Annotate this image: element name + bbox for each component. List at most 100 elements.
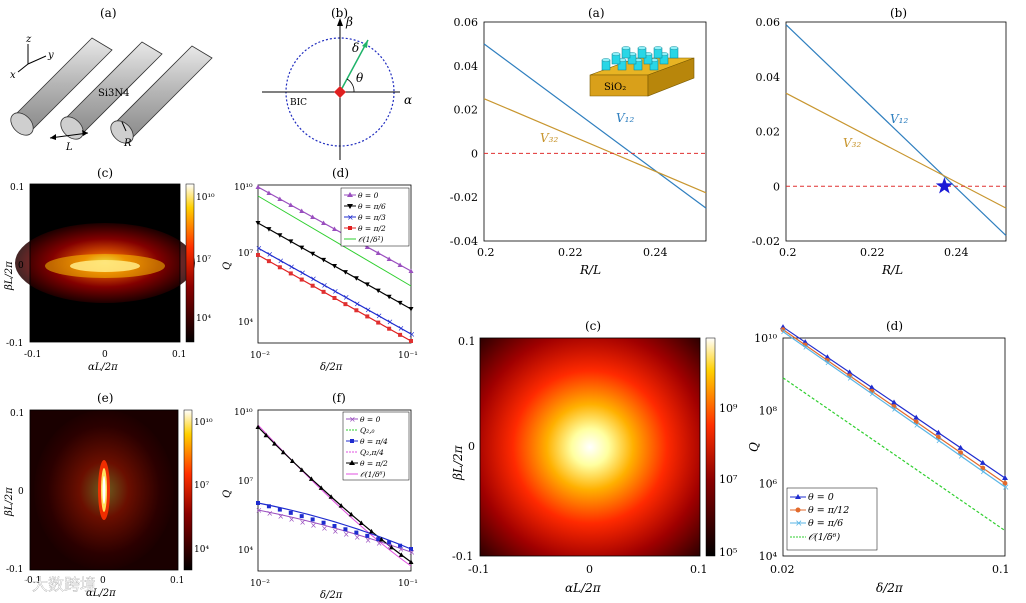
series-v32 <box>785 92 1007 209</box>
y-tick: 0.02 <box>756 126 781 139</box>
data-point <box>913 414 920 420</box>
data-point <box>255 424 261 429</box>
data-point <box>272 441 278 446</box>
data-point <box>280 449 286 455</box>
data-point <box>277 507 282 512</box>
y-tick: -0.1 <box>6 339 23 349</box>
data-point <box>364 282 370 287</box>
y-tick: 10¹⁰ <box>234 408 253 418</box>
panel-label: (b) <box>890 6 907 20</box>
data-point <box>387 540 392 545</box>
data-point <box>375 250 381 255</box>
v32-label: V₃₂ <box>843 136 861 150</box>
y-tick: 0.04 <box>454 60 479 73</box>
data-point <box>398 543 403 548</box>
data-point <box>375 288 381 294</box>
right-panel-c: (c) 10⁹ 10⁷ 10⁵ 0.1 0 -0.1 -0.1 0 0.1 αL… <box>451 319 738 595</box>
data-point <box>376 320 381 325</box>
data-point <box>935 429 942 435</box>
data-point <box>332 264 337 269</box>
data-point <box>368 528 374 534</box>
left-panel-b: (b) β α δ θ BIC <box>262 6 412 160</box>
x-tick: 10⁻¹ <box>398 579 418 589</box>
cbar-tick: 10⁴ <box>194 545 209 555</box>
right-panel-d: (d) 10¹⁰ 10⁸ 10⁶ 10⁴ 0.02 0.1 δ/2π Q × × × × × ×… <box>747 319 1010 595</box>
data-point <box>353 276 359 281</box>
x-axis-label: δ/2π <box>320 362 343 373</box>
data-point <box>868 384 875 390</box>
x-axis-label: δ/2π <box>320 590 343 601</box>
y-tick: 0.02 <box>454 104 479 117</box>
data-point <box>936 434 941 440</box>
data-point <box>408 268 414 273</box>
panel-label: (f) <box>332 391 346 405</box>
beta-axis-label: β <box>345 15 353 29</box>
pillar-top <box>611 52 621 56</box>
data-point <box>308 476 314 481</box>
data-point: × <box>802 343 810 353</box>
data-point: × <box>891 405 899 415</box>
legend-entry: θ = π/6 <box>808 518 843 529</box>
data-point: × <box>256 506 263 515</box>
data-point <box>957 444 964 450</box>
left-panel-c: (c) 10¹⁰ 10⁷ 10⁴ 0.1 0 -0.1 -0.1 0 0.1 α… <box>4 166 215 373</box>
data-point: × <box>913 421 921 431</box>
x-tick: 0.1 <box>690 563 708 576</box>
data-point <box>891 399 897 405</box>
cbar-tick: 10⁵ <box>719 546 737 559</box>
x-tick: 0.1 <box>172 350 186 360</box>
legend-entry: θ = π/4 <box>360 437 388 446</box>
y-tick: 0 <box>18 487 24 497</box>
y-tick: 0.1 <box>10 183 24 193</box>
series-theta-0 <box>257 509 412 553</box>
data-point <box>364 244 370 249</box>
data-point <box>263 432 269 438</box>
data-point: × <box>780 328 788 338</box>
panel-label: (a) <box>588 6 605 20</box>
data-point <box>288 510 293 515</box>
legend-entry: θ = 0 <box>808 492 834 503</box>
crossing-star-marker <box>935 177 953 194</box>
data-point <box>389 544 395 550</box>
y-tick: -0.02 <box>450 191 478 204</box>
data-point: × <box>277 512 284 521</box>
data-point <box>379 536 385 542</box>
data-point: × <box>935 436 943 446</box>
bic-label: BIC <box>290 98 307 108</box>
y-tick: 10¹⁰ <box>754 332 777 345</box>
data-point <box>408 559 414 564</box>
cbar-tick: 10⁴ <box>196 314 211 324</box>
data-point <box>288 239 294 244</box>
data-point: × <box>343 530 350 539</box>
y-tick: -0.04 <box>450 235 478 248</box>
y-tick: 0 <box>18 261 24 271</box>
data-point <box>398 332 403 337</box>
v32-label: V₃₂ <box>540 131 558 145</box>
data-point <box>387 326 392 331</box>
x-tick: 10⁻¹ <box>398 351 418 361</box>
x-tick: 0.1 <box>170 576 184 586</box>
x-tick: -0.1 <box>24 350 41 360</box>
data-point <box>980 465 986 471</box>
data-point <box>321 520 326 525</box>
y-tick: 0.1 <box>10 409 24 419</box>
y-axis-label: βL/2π <box>4 261 15 291</box>
data-point: × <box>980 467 988 477</box>
legend-entry: θ = π/3 <box>358 213 386 222</box>
legend-entry: θ = π/12 <box>808 505 849 516</box>
y-axis-label: βL/2π <box>4 487 15 517</box>
data-point <box>979 459 986 465</box>
x-axis-label: αL/2π <box>88 362 118 373</box>
data-point <box>386 294 392 300</box>
data-point <box>277 196 283 201</box>
right-panel-a: (a) 0.06 0.04 0.02 0 -0.02 -0.04 0.2 0.22 0.2… <box>450 6 707 277</box>
legend-entry: θ = π/2 <box>360 459 388 468</box>
data-point: × <box>824 359 832 369</box>
data-point <box>409 547 413 551</box>
data-point <box>255 184 261 189</box>
data-point: × <box>1002 483 1010 493</box>
y-tick: 10⁴ <box>238 546 253 556</box>
data-point <box>310 283 315 288</box>
data-point <box>409 339 413 343</box>
